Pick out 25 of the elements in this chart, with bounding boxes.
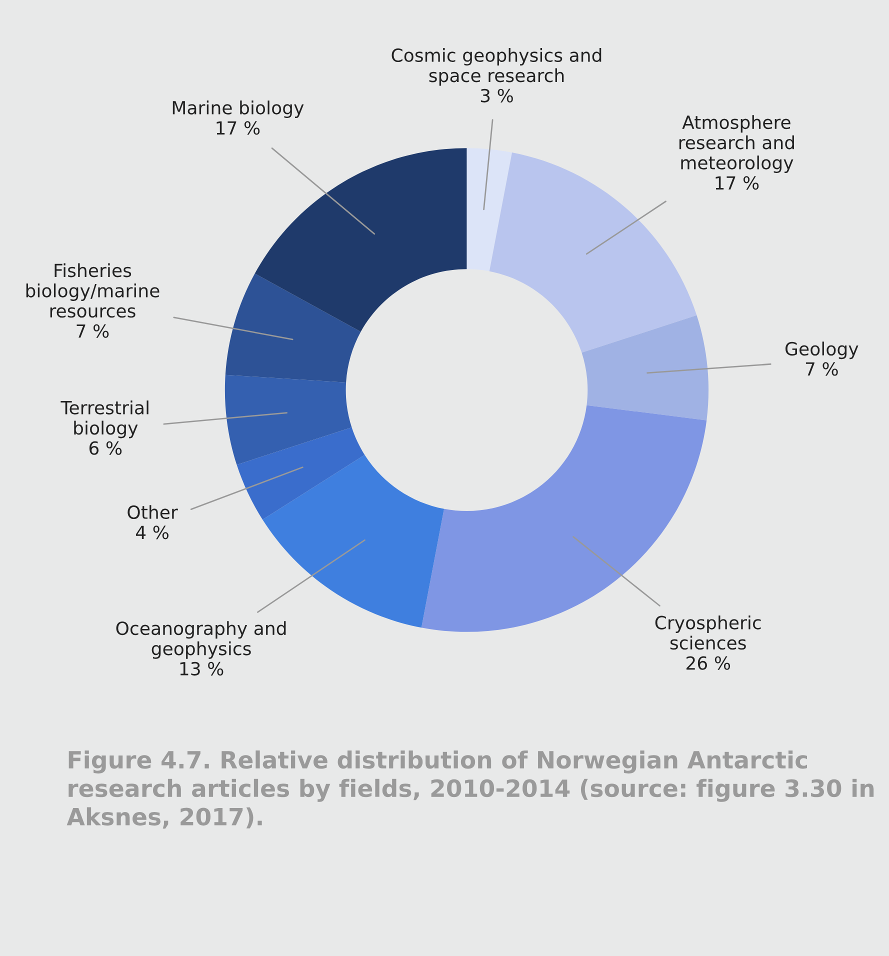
data-label: 7 %: [806, 362, 838, 376]
data-label: 6 %: [89, 441, 122, 455]
slice-label: Other: [128, 505, 178, 520]
donut-slice: [582, 315, 709, 420]
donut-slice: [224, 374, 352, 465]
donut-slice: [254, 148, 467, 332]
data-label: 17 %: [216, 121, 260, 135]
donut-slice: [236, 427, 365, 520]
slice-label: Oceanography and geophysics: [116, 621, 286, 659]
caption: Figure 4.7. Relative distribution of Norwegian Antarctic research articles by fields, 2010-2014 (source: figure 3.30 in Aksnes, 2017).: [66, 750, 874, 829]
data-label: 7 %: [76, 324, 109, 338]
donut-slice: [225, 274, 361, 382]
slice-label: Atmosphere research and meteorology: [679, 115, 794, 174]
slice-label: Cosmic geophysics and space research: [392, 48, 602, 86]
data-label: 3 %: [480, 88, 513, 102]
slice-label: Terrestrial biology: [60, 400, 148, 438]
data-label: 4 %: [136, 526, 168, 540]
data-label: 13 %: [180, 662, 224, 676]
donut-slice: [466, 148, 512, 272]
data-label: 17 %: [716, 176, 759, 190]
slice-label: Fisheries biology/marine resources: [26, 263, 160, 318]
slice-label: Cryospheric sciences: [655, 615, 761, 650]
slice-label: Geology: [786, 342, 858, 360]
data-label: 26 %: [686, 656, 730, 670]
slice-label: Marine biology: [172, 100, 304, 118]
